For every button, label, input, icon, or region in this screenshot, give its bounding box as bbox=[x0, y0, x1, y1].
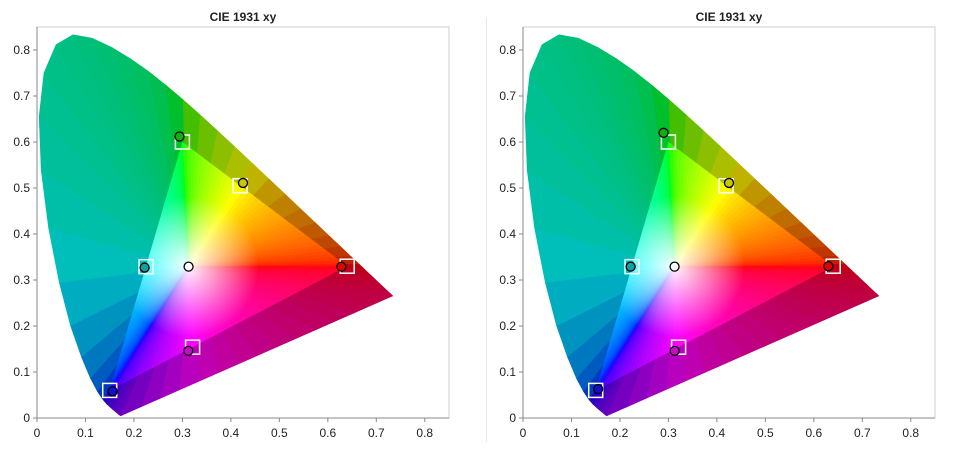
x-tick-label: 0.3 bbox=[174, 426, 191, 440]
target-square-marker bbox=[624, 258, 640, 275]
y-tick-label: 0.7 bbox=[499, 89, 516, 103]
y-tick-label: 0.5 bbox=[13, 181, 30, 195]
measured-point-marker bbox=[669, 261, 680, 272]
chart-panel-right: CIE 1931 xy 0 0.1 0.2 0.3 0.4 0.5 0.6 0.7 0.8 0 0.1… bbox=[486, 0, 972, 452]
cie-chart-left: CIE 1931 xy 0 0.1 0.2 0.3 0.4 0.5 0.6 0.7 0.8 0 0.1… bbox=[13, 10, 450, 440]
y-tick-label: 0.3 bbox=[13, 273, 30, 287]
cie-chart-right: CIE 1931 xy 0 0.1 0.2 0.3 0.4 0.5 0.6 0.7 0.8 0 0.1… bbox=[499, 10, 936, 440]
y-tick-label: 0.4 bbox=[13, 227, 30, 241]
x-tick-label: 0.5 bbox=[271, 426, 288, 440]
y-tick-label: 0.7 bbox=[13, 89, 30, 103]
y-tick-label: 0.3 bbox=[499, 273, 516, 287]
y-tick-label: 0.1 bbox=[13, 365, 30, 379]
y-tick-label: 0 bbox=[23, 411, 30, 425]
y-tick-label: 0.5 bbox=[499, 181, 516, 195]
measured-point-marker bbox=[183, 261, 194, 272]
measured-point-marker bbox=[625, 261, 636, 272]
x-tick-label: 0.1 bbox=[563, 426, 580, 440]
x-tick-label: 0.8 bbox=[902, 426, 919, 440]
measured-point-marker bbox=[669, 345, 680, 356]
y-tick-label: 0.6 bbox=[13, 135, 30, 149]
panel-divider bbox=[486, 18, 487, 442]
y-tick-label: 0.8 bbox=[13, 43, 30, 57]
measured-point-marker bbox=[183, 345, 194, 356]
y-tick-label: 0.6 bbox=[499, 135, 516, 149]
y-tick-label: 0 bbox=[509, 411, 516, 425]
x-tick-label: 0.1 bbox=[77, 426, 94, 440]
x-tick-label: 0 bbox=[520, 426, 527, 440]
x-tick-label: 0.4 bbox=[709, 426, 726, 440]
x-tick-label: 0.2 bbox=[612, 426, 629, 440]
x-tick-label: 0.8 bbox=[416, 426, 433, 440]
target-square-marker bbox=[138, 258, 154, 275]
measured-point-marker bbox=[107, 386, 118, 397]
measured-point-marker bbox=[823, 261, 834, 272]
target-square-marker bbox=[660, 134, 677, 150]
x-tick-label: 0.7 bbox=[368, 426, 385, 440]
x-tick-label: 0.5 bbox=[757, 426, 774, 440]
y-tick-label: 0.2 bbox=[499, 319, 516, 333]
x-tick-label: 0.6 bbox=[319, 426, 336, 440]
measured-point-marker bbox=[174, 131, 185, 142]
x-tick-label: 0.2 bbox=[126, 426, 143, 440]
x-tick-label: 0 bbox=[34, 426, 41, 440]
white-point-glow bbox=[109, 142, 348, 391]
chart-panel-left: CIE 1931 xy 0 0.1 0.2 0.3 0.4 0.5 0.6 0.7 0.8 0 0.1… bbox=[13, 10, 450, 440]
measured-point-marker bbox=[592, 383, 604, 395]
x-tick-label: 0.7 bbox=[854, 426, 871, 440]
x-tick-label: 0.4 bbox=[223, 426, 240, 440]
x-tick-label: 0.6 bbox=[805, 426, 822, 440]
measured-point-marker bbox=[658, 127, 669, 138]
measured-point-marker bbox=[139, 262, 150, 273]
measured-point-marker bbox=[237, 177, 249, 189]
x-tick-label: 0.3 bbox=[660, 426, 677, 440]
measured-point-marker bbox=[336, 261, 347, 272]
chart-title: CIE 1931 xy bbox=[696, 10, 763, 24]
y-tick-label: 0.2 bbox=[13, 319, 30, 333]
y-tick-label: 0.4 bbox=[499, 227, 516, 241]
chart-title: CIE 1931 xy bbox=[210, 10, 277, 24]
y-tick-label: 0.8 bbox=[499, 43, 516, 57]
measured-point-marker bbox=[723, 177, 735, 189]
y-tick-label: 0.1 bbox=[499, 365, 516, 379]
white-point-glow bbox=[595, 142, 834, 391]
